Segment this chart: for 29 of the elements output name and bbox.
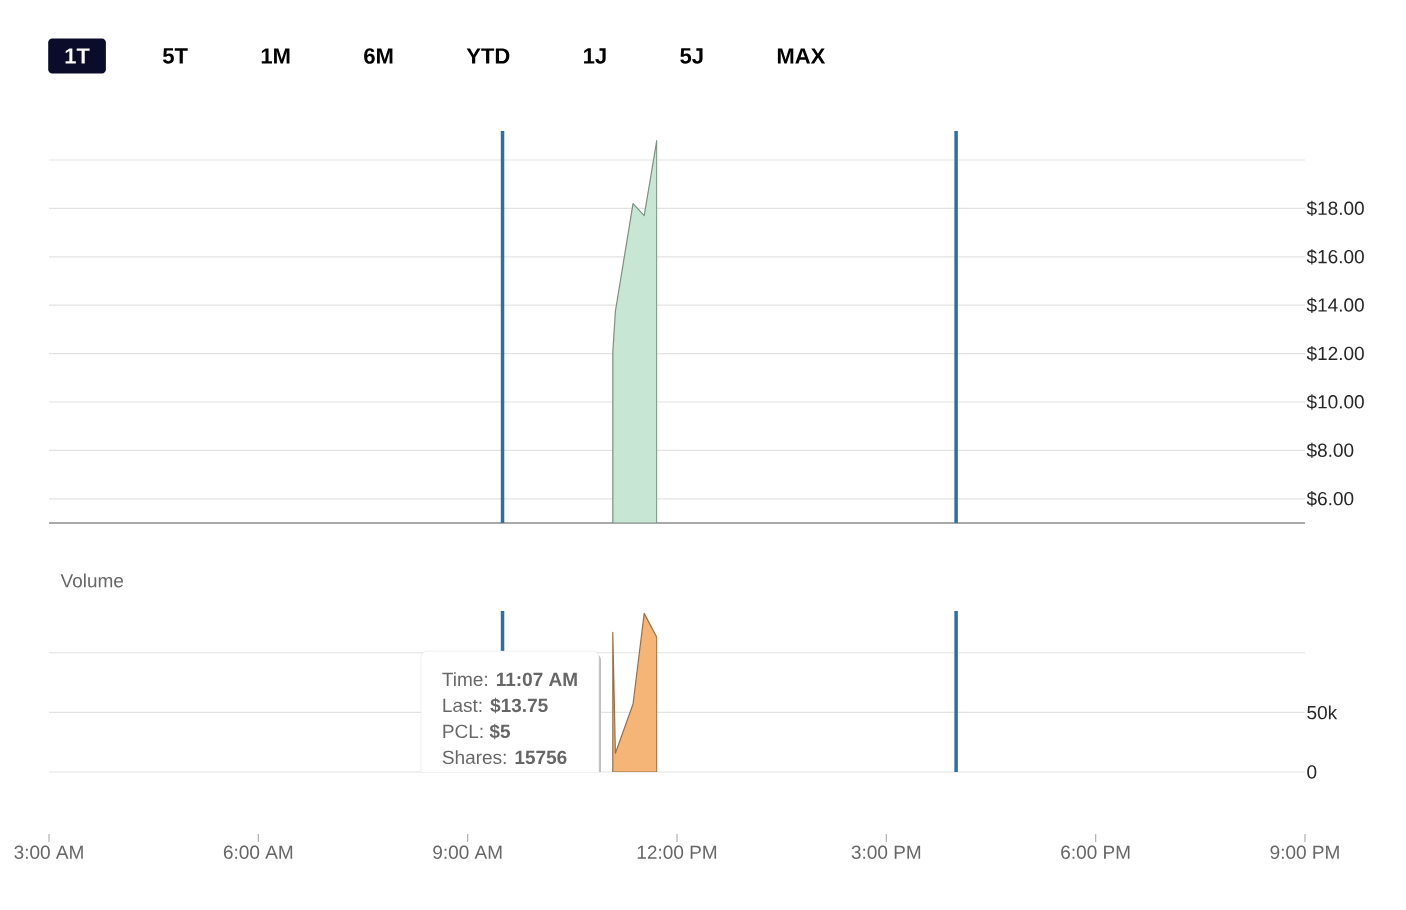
text: YTD xyxy=(466,48,510,64)
chart-title: Volume xyxy=(60,573,124,588)
annotation: Shares: 15756 xyxy=(442,750,567,765)
y-tick-label: $8.00 xyxy=(1306,442,1354,459)
x-tick-label: 6:00 AM xyxy=(223,845,293,859)
y-tick-label: 50k xyxy=(1307,705,1338,720)
text: 5T xyxy=(162,48,188,64)
y-tick-label: $6.00 xyxy=(1306,491,1354,507)
y-tick-label: $16.00 xyxy=(1306,249,1364,265)
text: 6M xyxy=(364,48,393,64)
x-tick-label: 3:00 AM xyxy=(14,845,83,859)
text: 1M xyxy=(261,48,290,64)
text: 1T xyxy=(65,48,90,64)
y-tick-label: $18.00 xyxy=(1306,200,1364,217)
annotation: PCL: $5 xyxy=(443,723,510,740)
x-tick-label: 9:00 AM xyxy=(433,845,502,859)
text: 1J xyxy=(584,48,606,64)
y-tick-label: $10.00 xyxy=(1306,394,1364,410)
annotation: Time: 11:07 AM xyxy=(442,672,577,687)
x-tick-label: 9:00 PM xyxy=(1270,845,1339,859)
x-tick-label: 12:00 PM xyxy=(637,845,717,859)
text: 5J xyxy=(680,48,703,64)
y-tick-label: $14.00 xyxy=(1306,297,1364,313)
x-tick-label: 6:00 PM xyxy=(1061,845,1130,859)
text: MAX xyxy=(777,48,826,64)
annotation: Last: $13.75 xyxy=(443,697,548,714)
x-tick-label: 3:00 PM xyxy=(851,845,921,859)
y-tick-label: $12.00 xyxy=(1306,345,1364,362)
y-tick-label: 0 xyxy=(1307,765,1317,779)
